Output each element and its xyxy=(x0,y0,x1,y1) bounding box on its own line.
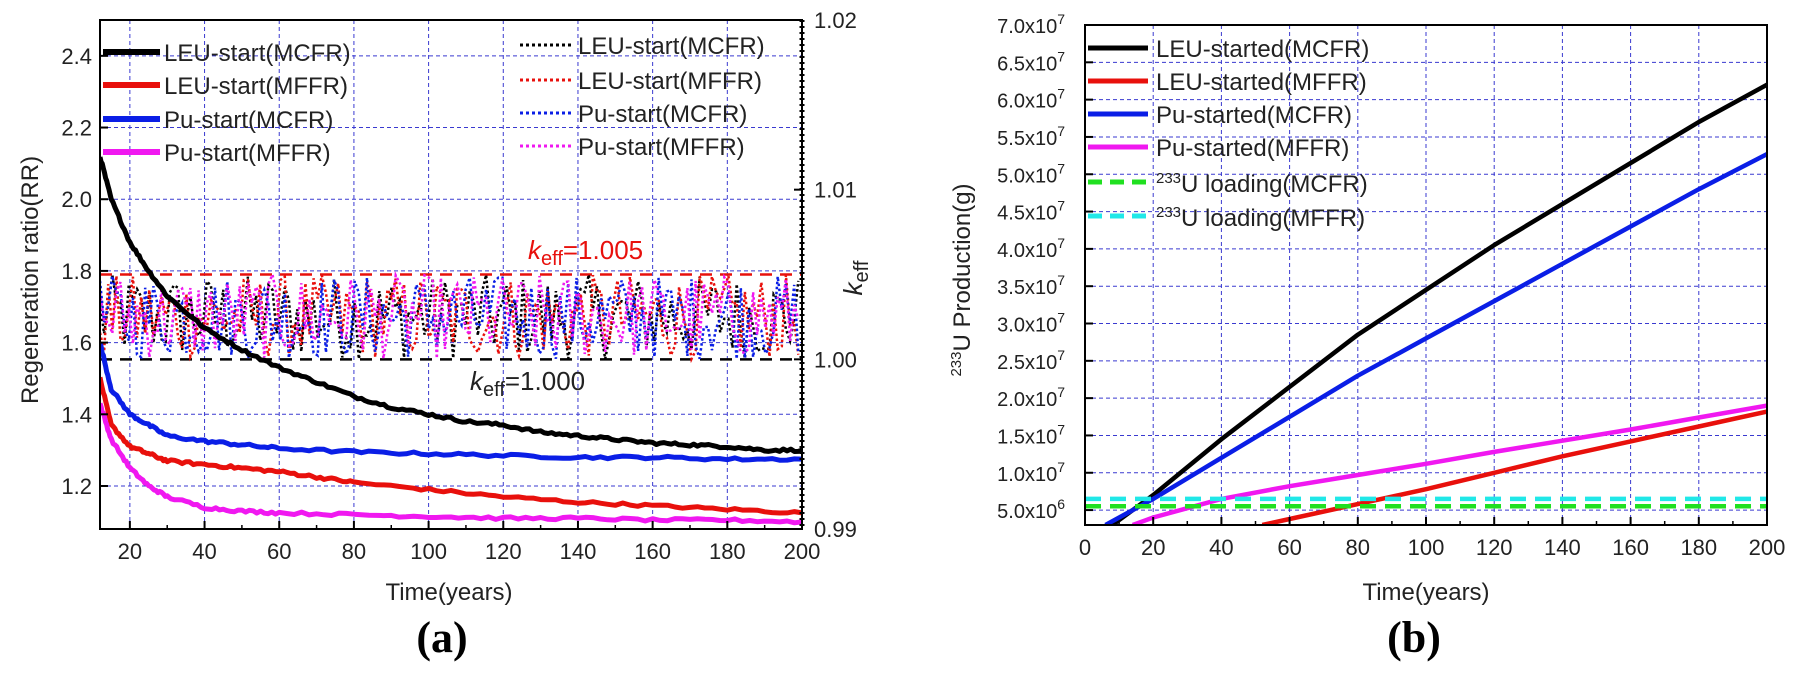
legend-label-leu-mffr: LEU-start(MFFR) xyxy=(164,73,348,100)
production-series-leu-started-mcfr xyxy=(1110,82,1767,525)
tick-label-x-b-200: 200 xyxy=(1749,535,1786,560)
y-axis-title-b: 233U Production(g) xyxy=(948,183,976,376)
rr-series-leu-start-mcfr xyxy=(100,156,802,454)
tick-label-x-a-20: 20 xyxy=(118,539,142,564)
tick-label-y-b-0: 5.0x106 xyxy=(997,496,1065,523)
legend-label-keff-pu-mcfr: Pu-start(MCFR) xyxy=(578,101,747,128)
tick-label-x-a-120: 120 xyxy=(485,539,522,564)
legend-label-pu-mffr: Pu-start(MFFR) xyxy=(164,140,331,167)
tick-label-x-b-60: 60 xyxy=(1277,535,1301,560)
tick-label-y-b-10: 5.5x107 xyxy=(997,123,1065,150)
rr-series-group xyxy=(100,156,802,526)
tick-label-y-b-9: 5.0x107 xyxy=(997,160,1065,187)
x-axis-title-b: Time(years) xyxy=(1362,579,1489,606)
keff-series-pu-start-mcfr-2 xyxy=(100,275,800,360)
tick-label-x-a-140: 140 xyxy=(560,539,597,564)
tick-label-y-a-3: 1.8 xyxy=(61,259,92,284)
tick-label-y-b-5: 3.0x107 xyxy=(997,310,1065,337)
legend-label-leu-mcfr: LEU-start(MCFR) xyxy=(164,40,351,67)
keff-series-pu-start-mffr-3 xyxy=(100,270,800,359)
legend-label-u233-loading-mcfr: 233U loading(MCFR) xyxy=(1156,170,1368,198)
tick-label-y-b-11: 6.0x107 xyxy=(997,86,1065,113)
tick-label-y-b-6: 3.5x107 xyxy=(997,272,1065,299)
panel-b: 0 20 40 60 80 100 120 140 160 180 200 5.0x106 1.0x10… xyxy=(948,11,1785,662)
tick-label-x-b-40: 40 xyxy=(1209,535,1233,560)
tick-label-x-a-60: 60 xyxy=(267,539,291,564)
tick-label-y-a-0: 1.2 xyxy=(61,474,92,499)
legend-b: LEU-started(MCFR) LEU-started(MFFR) Pu-s… xyxy=(1088,36,1369,232)
tick-label-x-a-200: 200 xyxy=(784,539,821,564)
plot-frame-a xyxy=(99,19,803,530)
tick-label-y2-a-1: 1.00 xyxy=(814,347,857,372)
y-axis-title-a: Regeneration ratio(RR) xyxy=(17,156,44,404)
axes-b: 0 20 40 60 80 100 120 140 160 180 200 5.0x106 1.0x10… xyxy=(997,11,1785,560)
tick-label-x-b-140: 140 xyxy=(1544,535,1581,560)
tick-label-y-a-1: 1.4 xyxy=(61,402,92,427)
tick-label-x-a-40: 40 xyxy=(192,539,216,564)
legend-label-pu-started-mffr: Pu-started(MFFR) xyxy=(1156,135,1349,162)
grid-a xyxy=(100,20,802,529)
tick-label-y-b-8: 4.5x107 xyxy=(997,198,1065,225)
y2-axis-title-a: keff xyxy=(838,260,873,295)
tick-label-y-b-1: 1.0x107 xyxy=(997,459,1065,486)
tick-label-x-a-160: 160 xyxy=(634,539,671,564)
legend-a-left: LEU-start(MCFR) LEU-start(MFFR) Pu-start… xyxy=(103,40,351,167)
legend-label-keff-pu-mffr: Pu-start(MFFR) xyxy=(578,134,745,161)
tick-label-y2-a-0: 0.99 xyxy=(814,517,857,542)
keff-1005-label: keff=1.005 xyxy=(528,235,643,270)
panel-label-b: (b) xyxy=(1387,613,1441,662)
legend-label-leu-started-mffr: LEU-started(MFFR) xyxy=(1156,69,1367,96)
plot-area-b xyxy=(1085,25,1767,525)
tick-label-y-b-3: 2.0x107 xyxy=(997,384,1065,411)
tick-label-y-a-6: 2.4 xyxy=(61,44,92,69)
legend-label-keff-leu-mcfr: LEU-start(MCFR) xyxy=(578,33,765,60)
tick-label-x-b-20: 20 xyxy=(1141,535,1165,560)
rr-series-leu-start-mffr xyxy=(100,376,802,516)
panel-a: 20 40 60 80 100 120 140 160 180 200 1.2 1.4 1.6 1.8 2.… xyxy=(17,8,873,662)
tick-label-y-a-2: 1.6 xyxy=(61,331,92,356)
tick-label-y-a-4: 2.0 xyxy=(61,187,92,212)
production-series-leu-started-mffr xyxy=(1261,409,1767,525)
panel-label-a: (a) xyxy=(416,613,467,662)
tick-label-x-b-160: 160 xyxy=(1612,535,1649,560)
keff-series-group xyxy=(100,270,800,364)
production-series-group xyxy=(1085,82,1767,525)
rr-series-pu-start-mcfr xyxy=(100,342,802,463)
reference-lines-a xyxy=(100,273,802,361)
x-axis-title-a: Time(years) xyxy=(385,579,512,606)
tick-label-x-a-180: 180 xyxy=(709,539,746,564)
tick-label-y-b-2: 1.5x107 xyxy=(997,421,1065,448)
legend-label-pu-mcfr: Pu-start(MCFR) xyxy=(164,107,333,134)
tick-label-x-b-120: 120 xyxy=(1476,535,1513,560)
keff-1000-label: keff=1.000 xyxy=(470,366,585,401)
tick-label-y-b-7: 4.0x107 xyxy=(997,235,1065,262)
tick-label-x-b-0: 0 xyxy=(1079,535,1091,560)
tick-label-x-b-80: 80 xyxy=(1346,535,1370,560)
legend-label-u233-loading-mffr: 233U loading(MFFR) xyxy=(1156,204,1365,232)
tick-label-y2-a-2: 1.01 xyxy=(814,178,857,203)
legend-label-keff-leu-mffr: LEU-start(MFFR) xyxy=(578,68,762,95)
legend-label-leu-started-mcfr: LEU-started(MCFR) xyxy=(1156,36,1369,63)
axes-a: 20 40 60 80 100 120 140 160 180 200 1.2 1.4 1.6 1.8 2.… xyxy=(61,8,856,564)
tick-label-y-a-5: 2.2 xyxy=(61,116,92,141)
tick-label-y2-a-3: 1.02 xyxy=(814,8,857,33)
legend-a-right: LEU-start(MCFR) LEU-start(MFFR) Pu-start… xyxy=(520,33,765,161)
tick-label-x-a-100: 100 xyxy=(410,539,447,564)
production-series-pu-started-mcfr xyxy=(1104,152,1767,525)
tick-label-y-b-4: 2.5x107 xyxy=(997,347,1065,374)
keff-series-leu-start-mffr-1 xyxy=(100,274,800,364)
tick-label-x-b-180: 180 xyxy=(1680,535,1717,560)
tick-label-y-b-13: 7.0x107 xyxy=(997,11,1065,38)
tick-label-x-b-100: 100 xyxy=(1408,535,1445,560)
rr-series-pu-start-mffr xyxy=(100,402,802,526)
tick-label-x-a-80: 80 xyxy=(342,539,366,564)
legend-label-pu-started-mcfr: Pu-started(MCFR) xyxy=(1156,102,1352,129)
tick-label-y-b-12: 6.5x107 xyxy=(997,48,1065,75)
